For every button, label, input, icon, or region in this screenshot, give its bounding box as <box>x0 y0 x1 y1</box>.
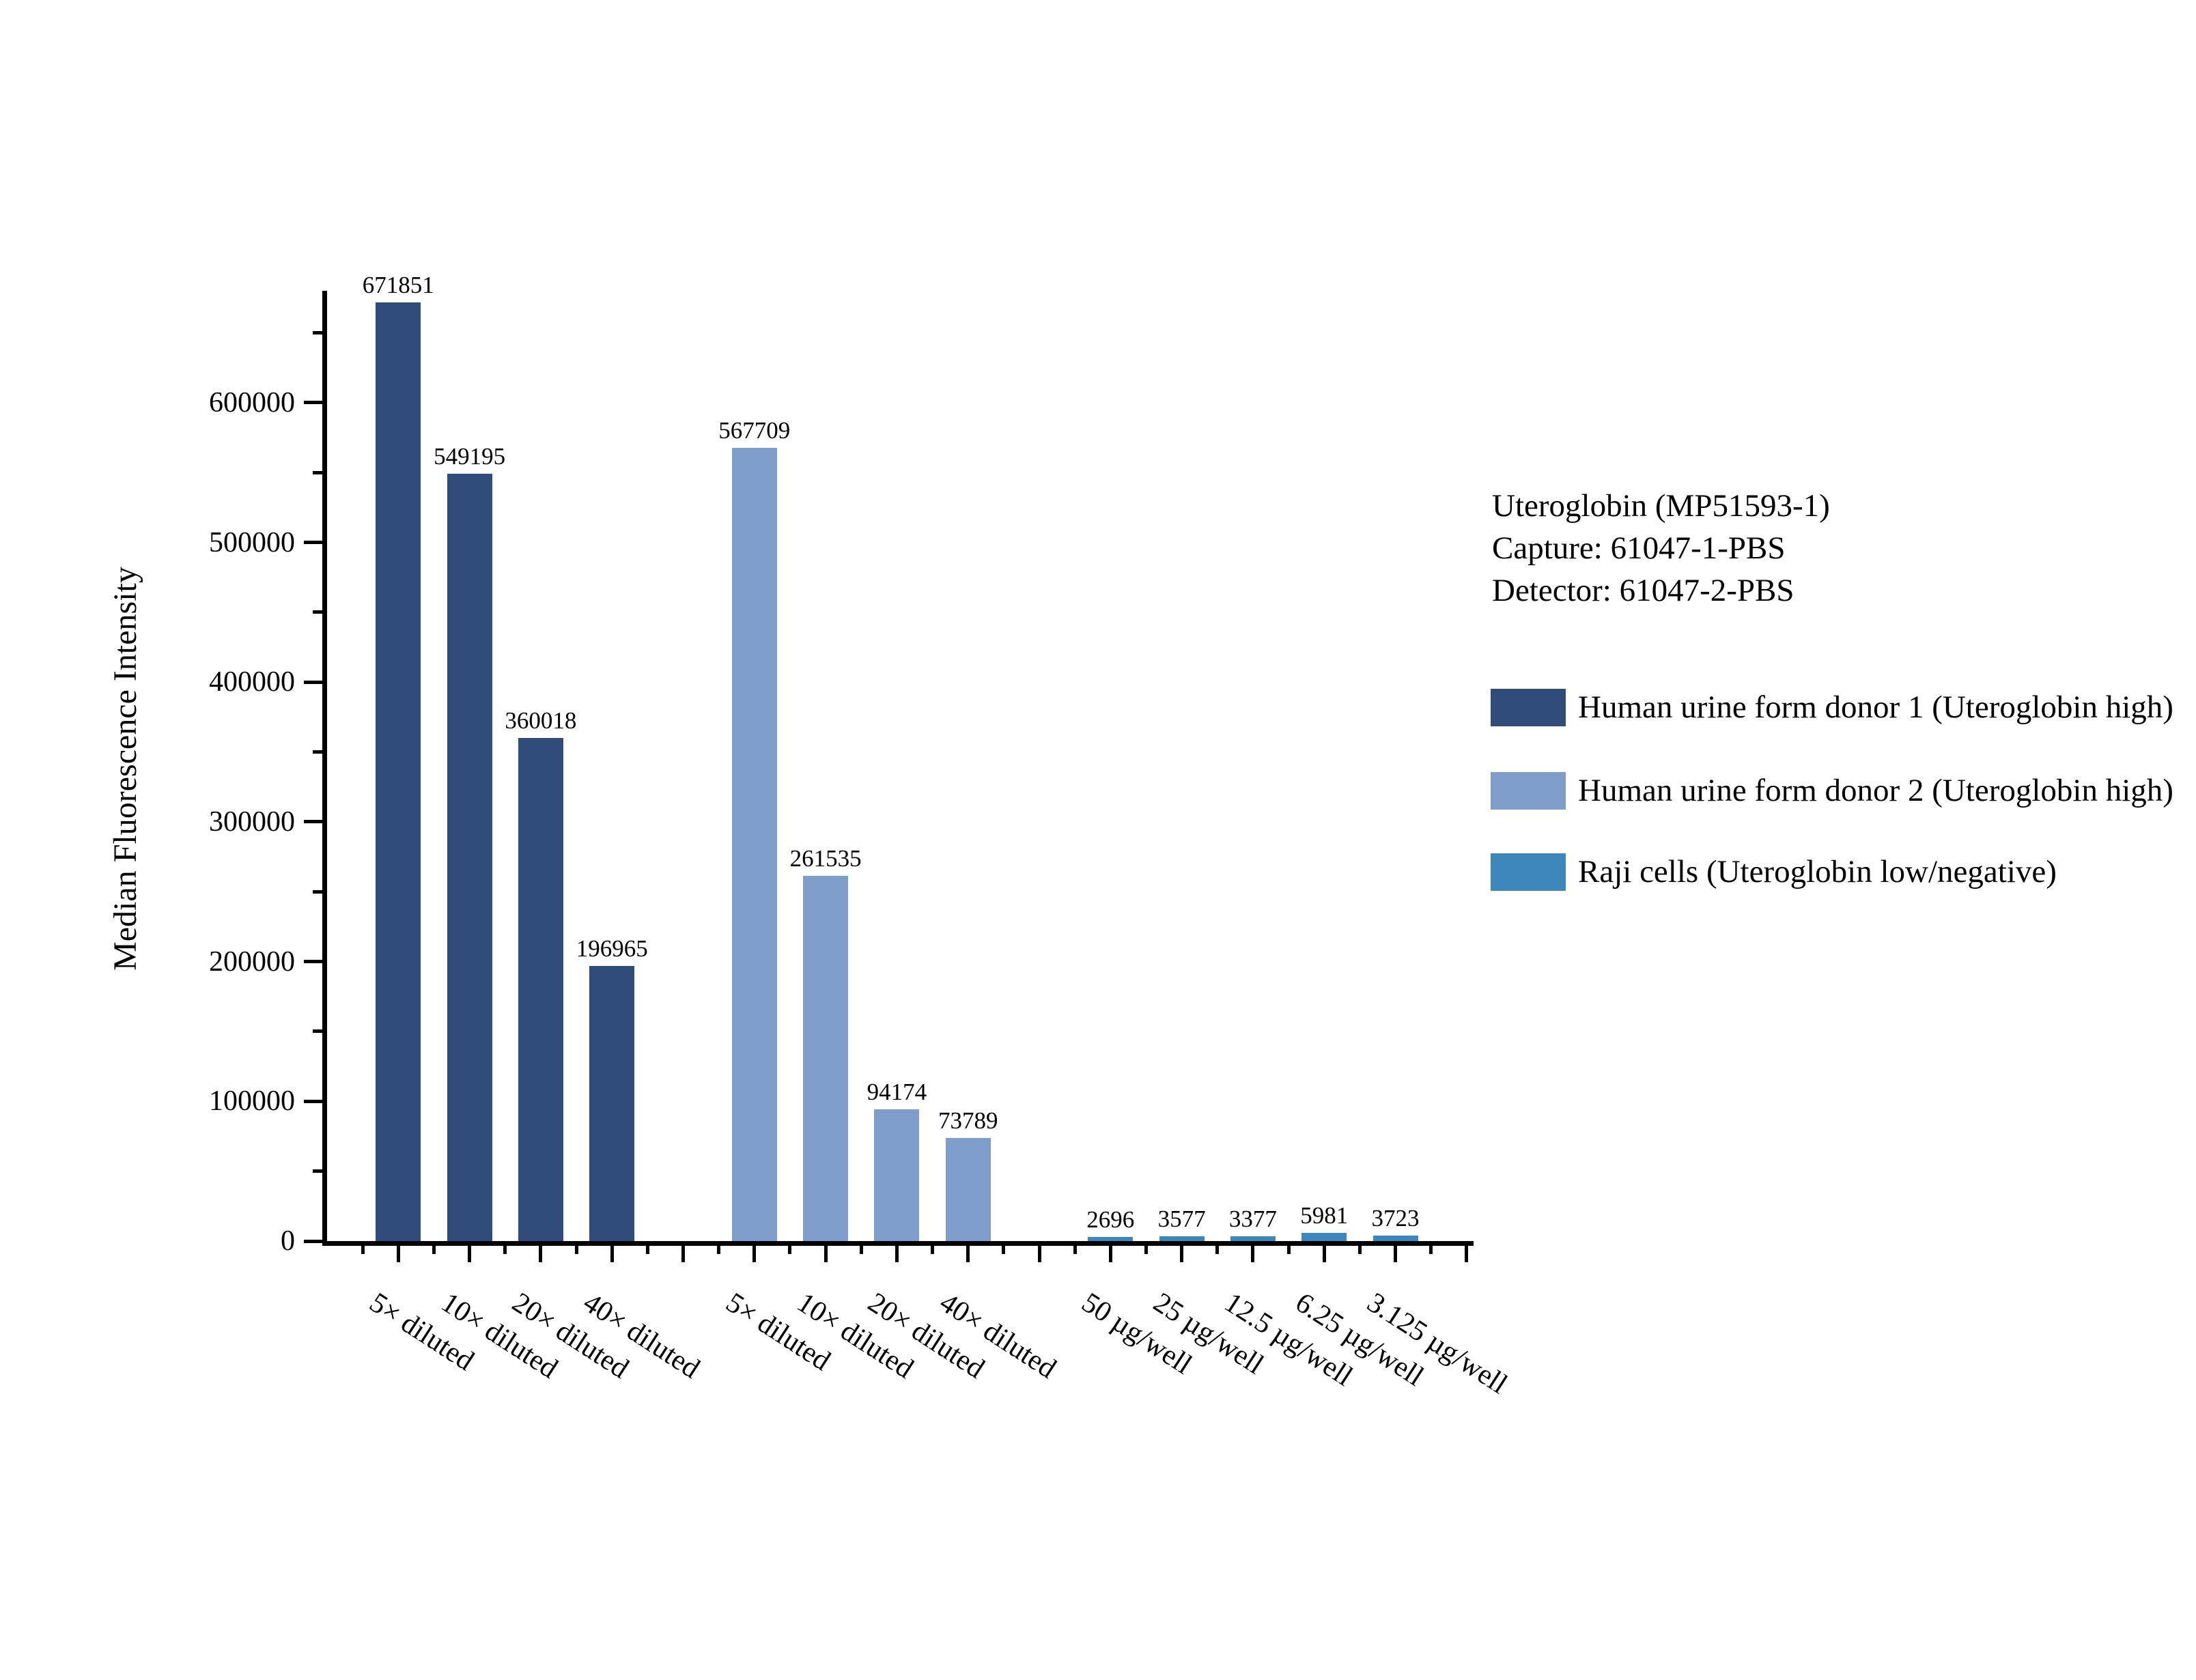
x-minor-tick <box>574 1246 578 1254</box>
bar-value-label: 261535 <box>789 844 862 872</box>
y-minor-tick <box>313 470 322 474</box>
bar-group1-4 <box>589 965 635 1241</box>
bar-group2-3 <box>874 1109 920 1241</box>
x-major-tick <box>396 1246 400 1262</box>
y-major-tick <box>304 1239 322 1243</box>
x-major-tick <box>468 1246 472 1262</box>
y-major-tick <box>304 680 322 684</box>
y-minor-tick <box>313 610 322 614</box>
x-minor-tick <box>1215 1246 1220 1254</box>
bar-group3-1 <box>1088 1237 1134 1241</box>
x-major-tick <box>966 1246 970 1262</box>
bar-value-label: 2696 <box>1086 1206 1135 1234</box>
x-major-tick <box>1465 1246 1469 1262</box>
y-minor-tick <box>313 750 322 754</box>
bar-group3-2 <box>1159 1236 1205 1241</box>
y-major-tick <box>304 820 322 824</box>
y-minor-tick <box>313 331 322 335</box>
x-major-tick <box>539 1246 543 1262</box>
y-major-tick <box>304 1099 322 1103</box>
y-minor-tick <box>313 1169 322 1173</box>
y-tick-label: 400000 <box>209 666 295 698</box>
bar-value-label: 549195 <box>434 442 506 470</box>
bar-group2-4 <box>945 1137 991 1241</box>
bar-group1-3 <box>518 738 563 1241</box>
x-major-tick <box>824 1246 828 1262</box>
x-minor-tick <box>1429 1246 1433 1254</box>
x-minor-tick <box>859 1246 863 1254</box>
x-minor-tick <box>1073 1246 1077 1254</box>
x-minor-tick <box>645 1246 649 1254</box>
y-tick-label: 600000 <box>209 386 295 418</box>
x-minor-tick <box>1144 1246 1148 1254</box>
x-minor-tick <box>432 1246 436 1254</box>
x-axis <box>322 1241 1474 1246</box>
y-tick-label: 500000 <box>209 526 295 558</box>
x-minor-tick <box>788 1246 792 1254</box>
assay-annotation: Uteroglobin (MP51593-1) Capture: 61047-1… <box>1492 485 1830 612</box>
bar-value-label: 3577 <box>1157 1205 1206 1232</box>
x-major-tick <box>1394 1246 1397 1262</box>
y-tick-label: 100000 <box>209 1085 295 1117</box>
legend-label-donor2: Human urine form donor 2 (Uteroglobin hi… <box>1578 773 2173 808</box>
y-tick-label: 0 <box>281 1225 295 1257</box>
legend-entry-donor2: Human urine form donor 2 (Uteroglobin hi… <box>1491 769 2173 812</box>
x-major-tick <box>681 1246 685 1262</box>
legend-swatch-donor2 <box>1491 771 1566 810</box>
bar-value-label: 3377 <box>1228 1206 1277 1233</box>
y-minor-tick <box>313 1029 322 1034</box>
bar-value-label: 360018 <box>505 707 577 735</box>
annotation-line-detector: Detector: 61047-2-PBS <box>1492 573 1794 608</box>
bar-value-label: 196965 <box>576 935 648 962</box>
x-major-tick <box>1251 1246 1255 1262</box>
x-minor-tick <box>717 1246 721 1254</box>
bar-value-label: 567709 <box>718 417 791 444</box>
x-minor-tick <box>931 1246 935 1254</box>
y-major-tick <box>304 541 322 545</box>
x-major-tick <box>1037 1246 1041 1262</box>
x-major-tick <box>895 1246 899 1262</box>
legend-label-donor1: Human urine form donor 1 (Uteroglobin hi… <box>1578 689 2173 725</box>
bar-value-label: 671851 <box>362 271 434 298</box>
y-major-tick <box>304 401 322 405</box>
legend-entry-donor1: Human urine form donor 1 (Uteroglobin hi… <box>1491 686 2173 728</box>
bar-group2-1 <box>731 448 777 1241</box>
bar-group3-3 <box>1230 1236 1276 1241</box>
x-minor-tick <box>1357 1246 1362 1254</box>
annotation-line-capture: Capture: 61047-1-PBS <box>1492 530 1786 566</box>
legend-swatch-donor1 <box>1491 688 1566 726</box>
x-major-tick <box>610 1246 614 1262</box>
y-tick-label: 300000 <box>209 806 295 838</box>
x-major-tick <box>1108 1246 1112 1262</box>
bar-group1-1 <box>376 302 421 1241</box>
x-minor-tick <box>503 1246 507 1254</box>
legend-label-raji: Raji cells (Uteroglobin low/negative) <box>1578 854 2057 889</box>
x-minor-tick <box>1286 1246 1291 1254</box>
y-major-tick <box>304 960 322 964</box>
y-axis <box>322 291 327 1246</box>
bar-group1-2 <box>447 473 492 1241</box>
bar-value-label: 5981 <box>1300 1201 1349 1229</box>
x-major-tick <box>1322 1246 1326 1262</box>
legend-entry-raji: Raji cells (Uteroglobin low/negative) <box>1491 851 2057 893</box>
annotation-line-target: Uteroglobin (MP51593-1) <box>1492 488 1830 524</box>
bar-value-label: 73789 <box>938 1107 998 1134</box>
y-minor-tick <box>313 889 322 894</box>
x-major-tick <box>1180 1246 1184 1262</box>
x-minor-tick <box>361 1246 365 1254</box>
x-minor-tick <box>1002 1246 1006 1254</box>
x-major-tick <box>752 1246 757 1262</box>
legend-swatch-raji <box>1491 853 1566 891</box>
bar-value-label: 94174 <box>867 1079 927 1106</box>
bar-value-label: 3723 <box>1371 1205 1420 1232</box>
bar-group3-5 <box>1372 1236 1418 1241</box>
bar-group2-2 <box>803 875 849 1241</box>
y-tick-label: 200000 <box>209 945 295 978</box>
bar-group3-4 <box>1301 1232 1347 1241</box>
